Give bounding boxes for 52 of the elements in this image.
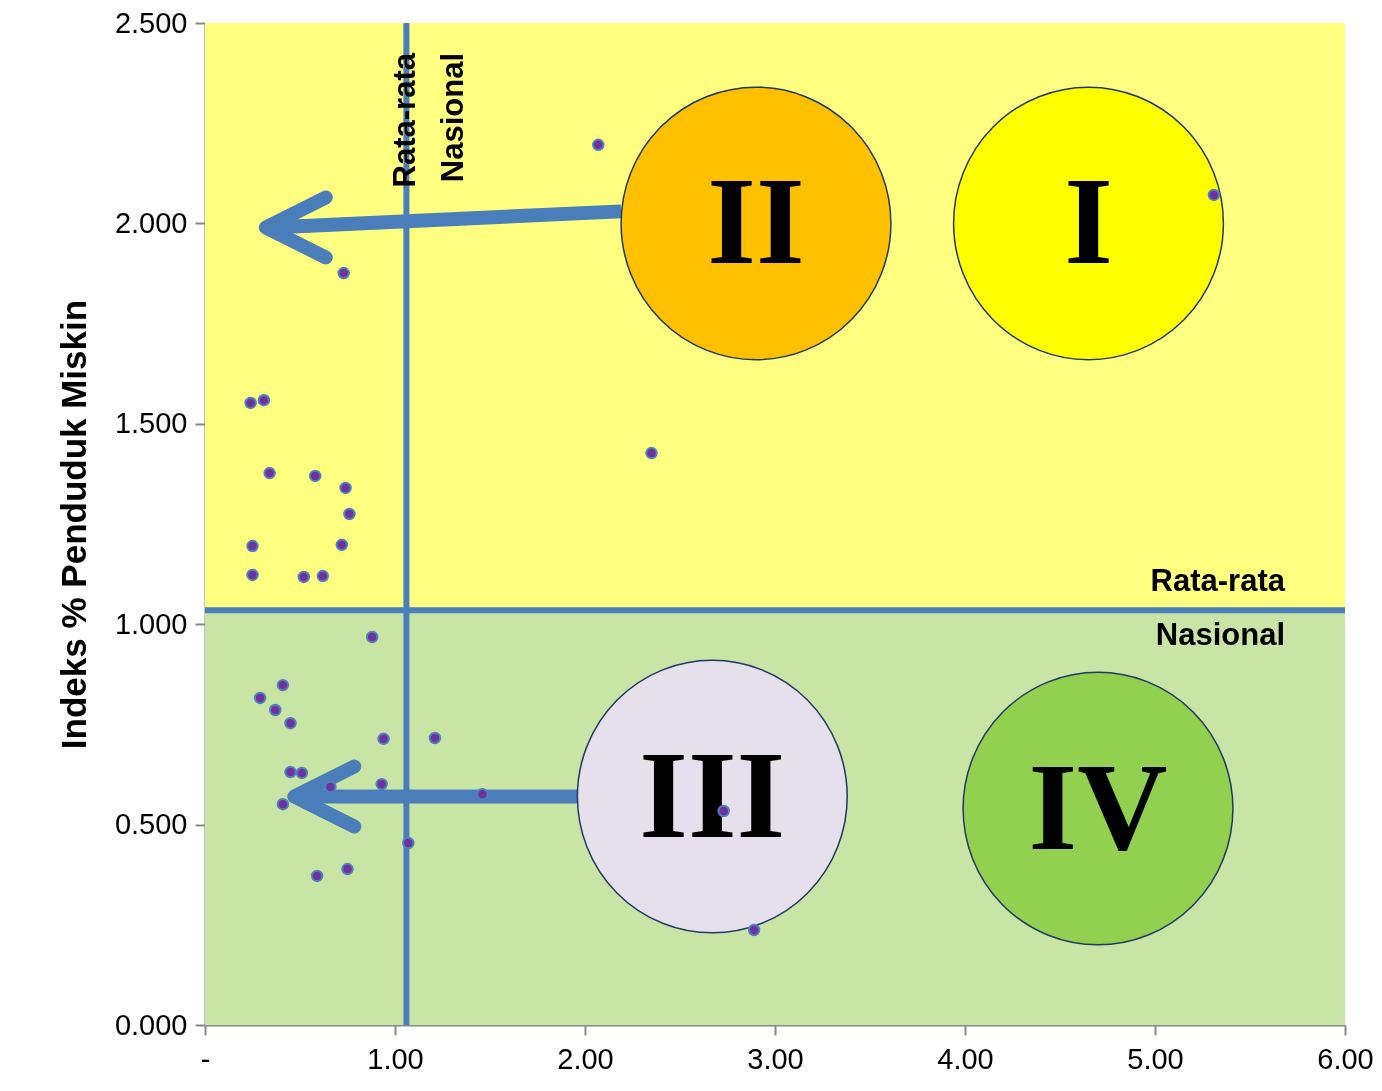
x-tick-label: 1.00 xyxy=(367,1042,424,1075)
point xyxy=(645,446,658,460)
point xyxy=(428,731,442,745)
x-tick-label: 3.00 xyxy=(747,1042,804,1075)
y-tick-label: 2.000 xyxy=(114,206,188,239)
point xyxy=(365,630,379,644)
point xyxy=(377,732,390,746)
y-tick-label: 2.500 xyxy=(114,6,188,39)
point xyxy=(257,393,271,407)
point xyxy=(246,539,259,553)
point xyxy=(341,862,354,876)
point xyxy=(592,138,605,152)
point xyxy=(310,869,324,883)
point xyxy=(335,538,349,552)
y-tick-label: 0.000 xyxy=(114,1008,188,1041)
point xyxy=(337,266,350,280)
point xyxy=(402,836,415,850)
x-tick-label: 6.00 xyxy=(1317,1042,1374,1075)
point xyxy=(1207,188,1221,202)
x-tick-label: 5.00 xyxy=(1127,1042,1184,1075)
point xyxy=(476,787,489,801)
ref-line-label: Rata-rata Nasional xyxy=(1150,563,1286,653)
point xyxy=(297,570,311,584)
annotation: III xyxy=(639,725,786,864)
annotation: II xyxy=(707,152,805,291)
point xyxy=(269,703,282,717)
y-tick-label: 0.500 xyxy=(114,808,188,841)
point xyxy=(295,766,309,780)
ref-line-label: Rata-rata Nasional xyxy=(387,52,471,188)
point xyxy=(375,777,388,791)
point xyxy=(246,568,259,582)
point xyxy=(244,396,257,410)
point xyxy=(284,716,297,730)
point xyxy=(308,469,322,483)
y-axis-title: Indeks % Penduduk Miskin xyxy=(53,299,93,750)
annotation: I xyxy=(1064,152,1113,291)
point xyxy=(747,923,761,937)
y-tick-label: 1.500 xyxy=(114,407,188,440)
annotation: IV xyxy=(1028,737,1168,876)
y-tick-label: 1.000 xyxy=(114,607,188,640)
x-tick-label: 4.00 xyxy=(937,1042,994,1075)
point xyxy=(284,765,297,779)
point xyxy=(253,691,267,705)
x-tick-label: - xyxy=(200,1042,211,1075)
point xyxy=(276,797,290,811)
point xyxy=(324,780,337,794)
point xyxy=(343,507,356,521)
point xyxy=(339,481,352,495)
x-tick-label: 2.00 xyxy=(557,1042,614,1075)
point xyxy=(276,678,290,692)
point xyxy=(316,569,330,583)
point xyxy=(263,466,276,480)
